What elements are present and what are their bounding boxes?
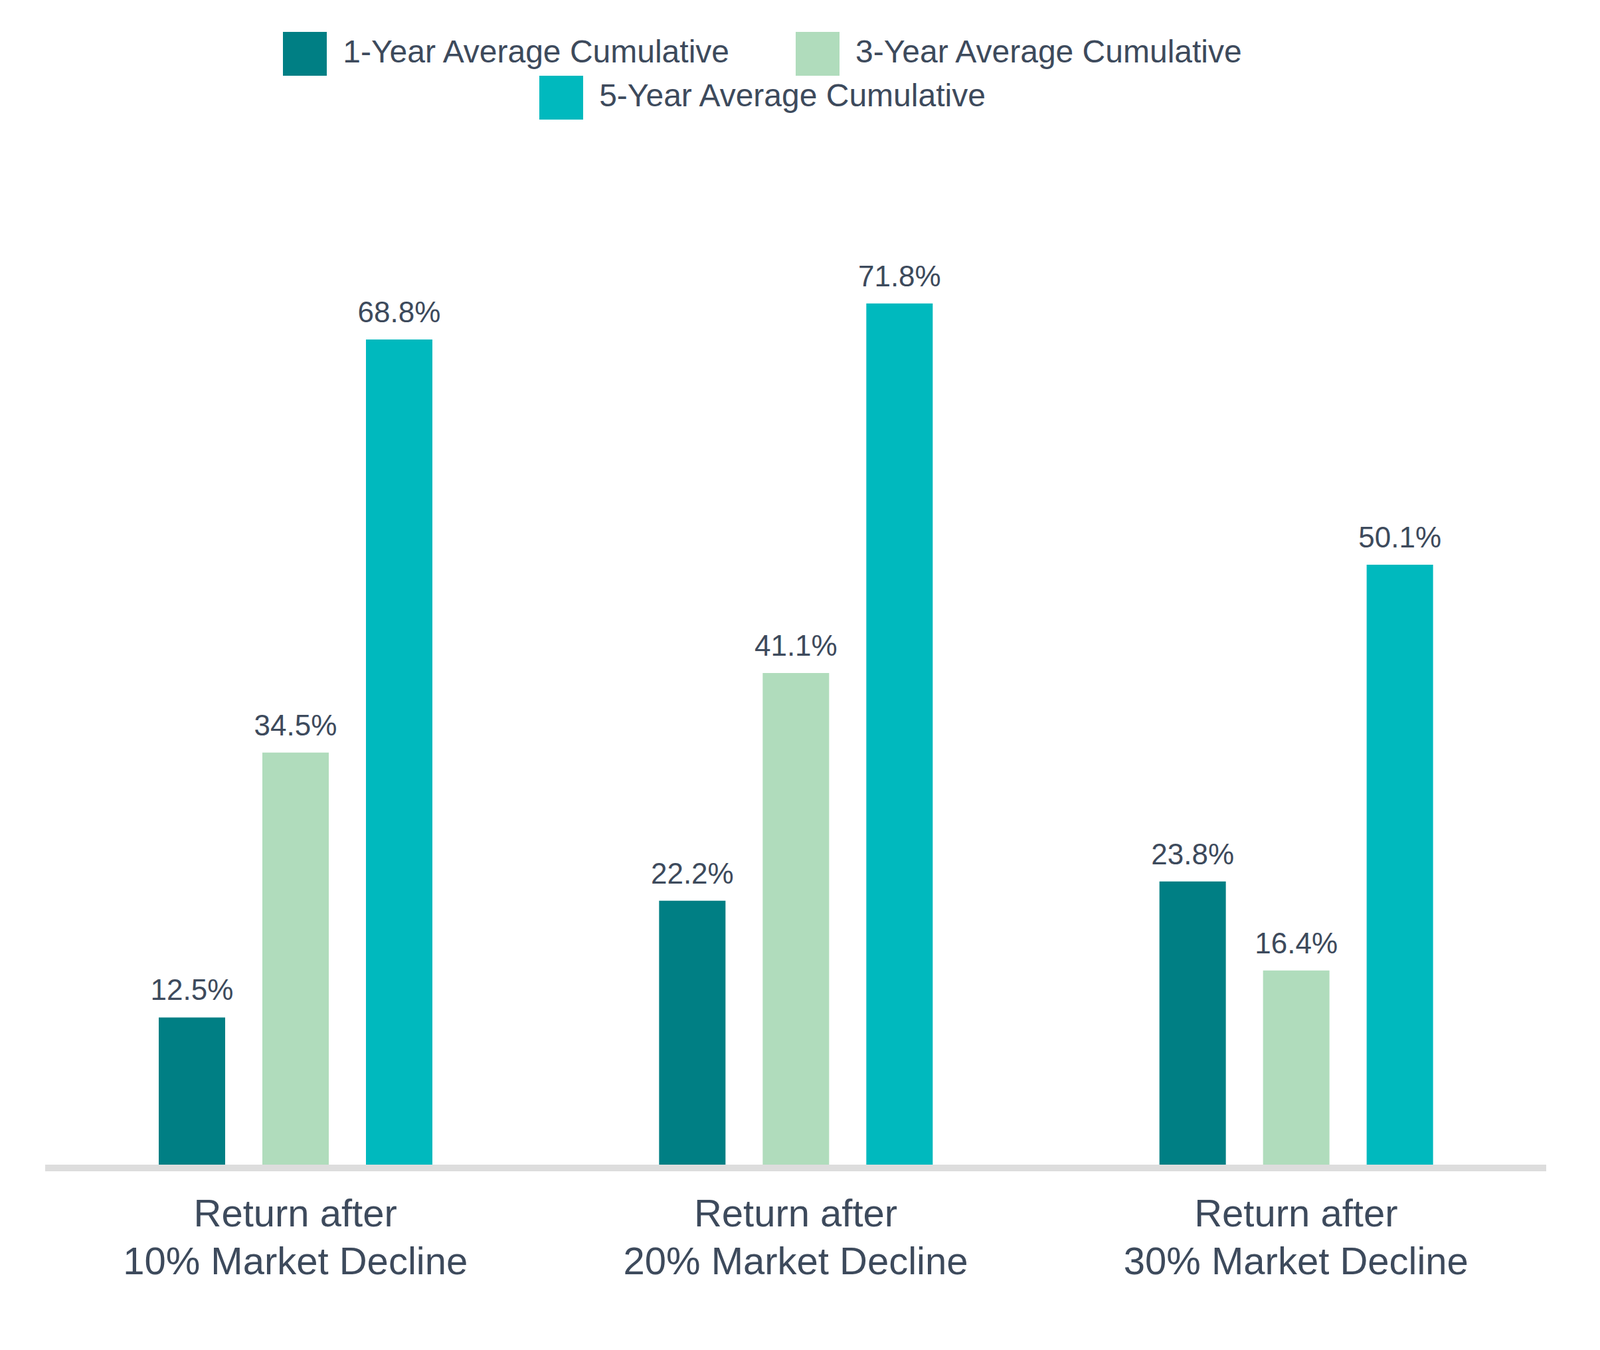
svg-text:22.2%: 22.2% (650, 856, 734, 890)
svg-text:16.4%: 16.4% (1254, 926, 1338, 960)
svg-text:71.8%: 71.8% (858, 259, 942, 293)
html-text:3-Year Average Cumulative: 3-Year Average Cumulative (855, 33, 1242, 69)
html-text:5-Year Average Cumulative: 5-Year Average Cumulative (599, 77, 986, 113)
svg-text:23.8%: 23.8% (1151, 837, 1235, 871)
svg-text:Return after30% Market Decline: Return after30% Market Decline (1123, 1190, 1469, 1282)
svg-text:12.5%: 12.5% (150, 973, 234, 1006)
svg-text:50.1%: 50.1% (1358, 520, 1442, 554)
svg-text:68.8%: 68.8% (357, 295, 442, 329)
html-text:1-Year Average Cumulative: 1-Year Average Cumulative (342, 33, 730, 69)
svg-text:41.1%: 41.1% (754, 628, 838, 662)
svg-text:34.5%: 34.5% (254, 708, 338, 742)
svg-text:Return after10% Market Decline: Return after10% Market Decline (122, 1190, 468, 1282)
svg-text:Return after20% Market Decline: Return after20% Market Decline (623, 1190, 969, 1282)
